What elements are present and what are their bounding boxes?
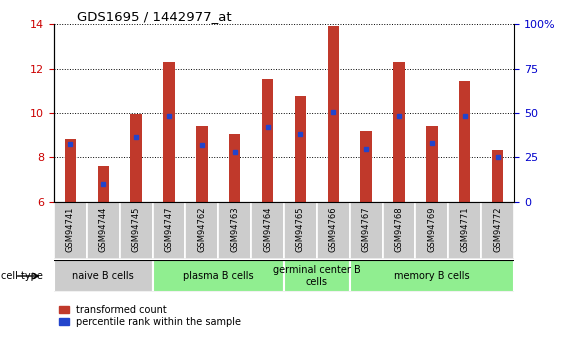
FancyBboxPatch shape	[383, 202, 415, 259]
Bar	[131, 114, 142, 202]
Text: GSM94762: GSM94762	[197, 206, 206, 252]
FancyBboxPatch shape	[251, 202, 284, 259]
FancyBboxPatch shape	[185, 202, 218, 259]
Text: naive B cells: naive B cells	[72, 271, 134, 281]
Text: memory B cells: memory B cells	[394, 271, 470, 281]
Text: GSM94771: GSM94771	[460, 206, 469, 252]
Bar	[459, 81, 470, 202]
Text: germinal center B
cells: germinal center B cells	[273, 265, 361, 287]
Bar	[65, 139, 76, 202]
FancyBboxPatch shape	[350, 202, 383, 259]
Bar	[328, 26, 339, 202]
Text: GSM94763: GSM94763	[230, 206, 239, 252]
Text: GSM94767: GSM94767	[362, 206, 371, 252]
Text: GSM94765: GSM94765	[296, 206, 305, 252]
Legend: transformed count, percentile rank within the sample: transformed count, percentile rank withi…	[59, 305, 241, 327]
FancyBboxPatch shape	[153, 260, 284, 292]
Text: plasma B cells: plasma B cells	[183, 271, 253, 281]
Bar	[262, 79, 273, 202]
Bar	[295, 96, 306, 202]
Text: GSM94745: GSM94745	[132, 206, 141, 252]
Text: GSM94744: GSM94744	[99, 206, 108, 252]
Bar	[426, 126, 437, 202]
FancyBboxPatch shape	[284, 260, 350, 292]
FancyBboxPatch shape	[218, 202, 251, 259]
FancyBboxPatch shape	[317, 202, 350, 259]
FancyBboxPatch shape	[350, 260, 514, 292]
Text: cell type: cell type	[1, 271, 43, 281]
Bar	[98, 166, 109, 202]
Text: GSM94747: GSM94747	[165, 206, 173, 252]
Text: GSM94764: GSM94764	[263, 206, 272, 252]
Text: GSM94772: GSM94772	[493, 206, 502, 252]
FancyBboxPatch shape	[481, 202, 514, 259]
Text: GDS1695 / 1442977_at: GDS1695 / 1442977_at	[77, 10, 232, 23]
Text: GSM94768: GSM94768	[395, 206, 403, 252]
FancyBboxPatch shape	[415, 202, 448, 259]
Text: GSM94766: GSM94766	[329, 206, 338, 252]
Bar	[229, 134, 240, 202]
FancyBboxPatch shape	[87, 202, 120, 259]
Text: GSM94741: GSM94741	[66, 206, 75, 252]
FancyBboxPatch shape	[120, 202, 153, 259]
FancyBboxPatch shape	[153, 202, 185, 259]
FancyBboxPatch shape	[54, 260, 153, 292]
Bar	[492, 150, 503, 202]
Text: GSM94769: GSM94769	[427, 206, 436, 252]
FancyBboxPatch shape	[284, 202, 317, 259]
FancyBboxPatch shape	[54, 202, 87, 259]
Bar	[361, 131, 372, 202]
Bar	[163, 62, 175, 202]
Bar	[196, 126, 207, 202]
Bar	[393, 62, 405, 202]
FancyBboxPatch shape	[448, 202, 481, 259]
